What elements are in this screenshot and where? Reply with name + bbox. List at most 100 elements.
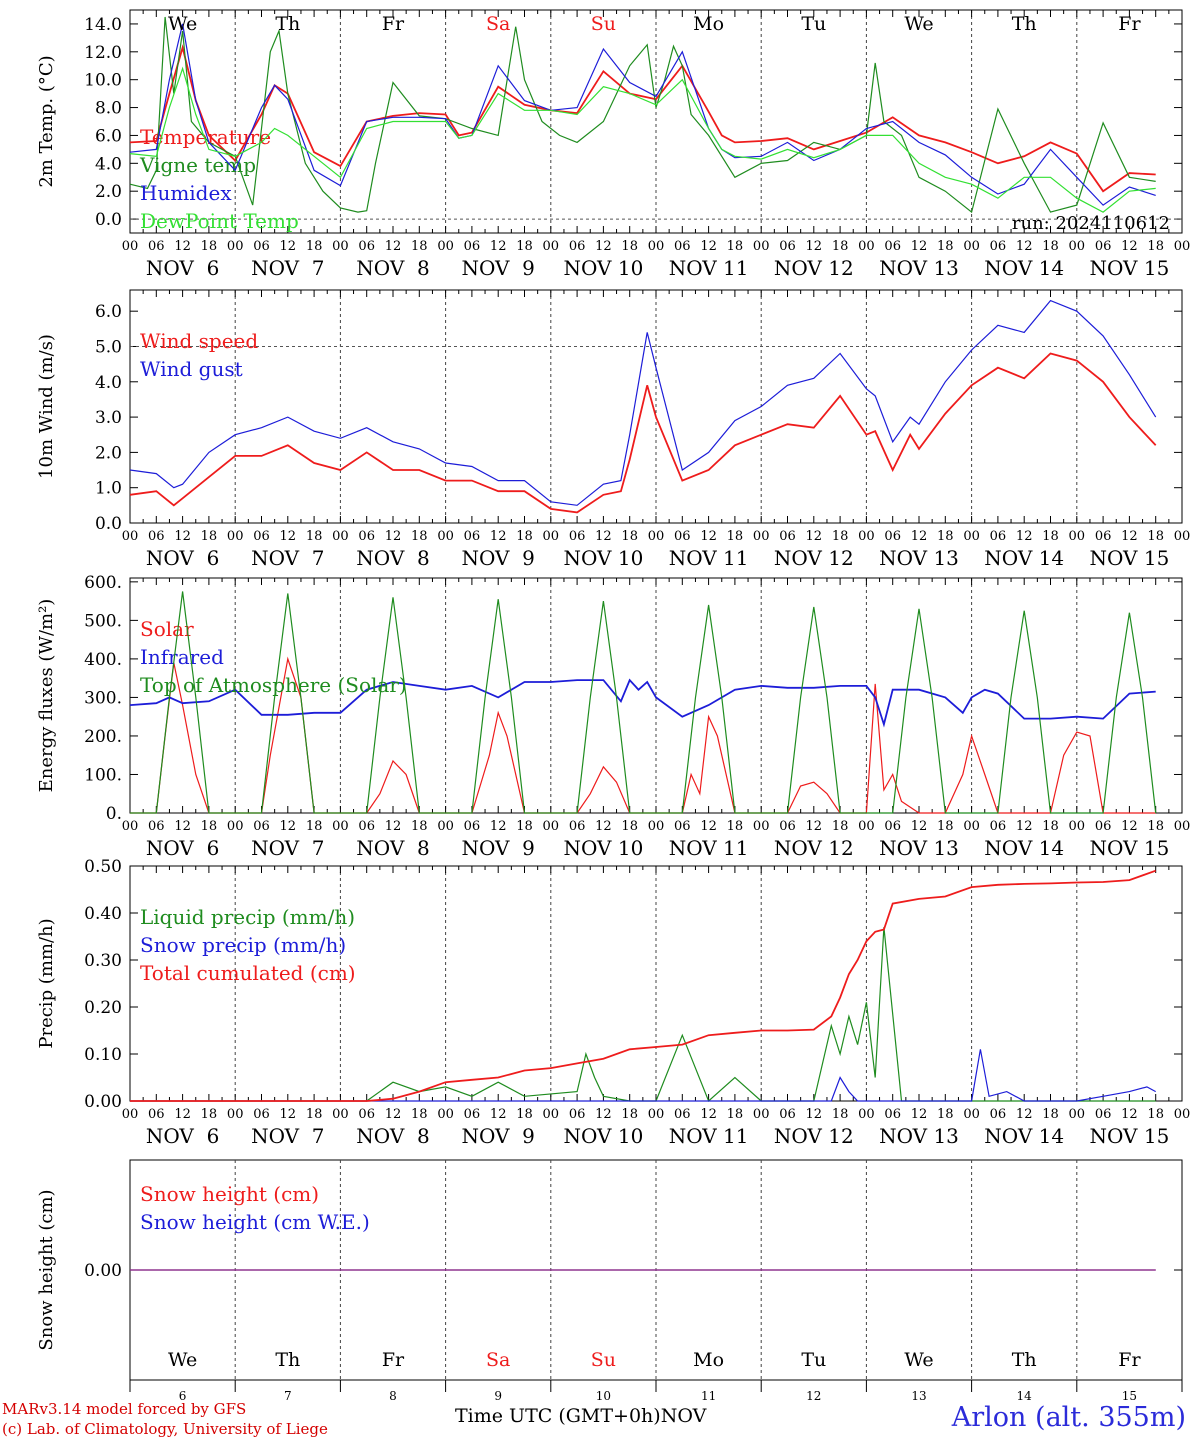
hour-tick-label: 00: [1069, 529, 1086, 544]
hour-tick-label: 18: [516, 529, 533, 544]
hour-tick-label: 00: [122, 239, 139, 254]
hour-tick-label: 12: [700, 819, 717, 834]
weekday-label: Sa: [486, 1349, 510, 1371]
hour-tick-label: 18: [306, 239, 323, 254]
hour-tick-label: 12: [174, 529, 191, 544]
hour-tick-label: 00: [1069, 819, 1086, 834]
model-credit-line2: (c) Lab. of Climatology, University of L…: [2, 1420, 328, 1438]
hour-tick-label: 18: [937, 529, 954, 544]
hour-tick-label: 00: [963, 529, 980, 544]
hour-tick-label: 06: [358, 1107, 375, 1122]
hour-tick-label: 18: [201, 239, 218, 254]
hour-tick-label: 00: [227, 529, 244, 544]
y-tick-label: 1.0: [95, 479, 122, 499]
date-label: NOV 15: [1090, 546, 1170, 570]
hour-tick-label: 12: [385, 819, 402, 834]
date-label: NOV 11: [669, 256, 749, 280]
date-label: NOV 11: [669, 546, 749, 570]
hour-tick-label: 12: [490, 239, 507, 254]
y-tick-label: 600.: [84, 573, 122, 593]
hour-tick-label: 12: [806, 1107, 823, 1122]
y-tick-label: 5.0: [95, 337, 122, 357]
weekday-label: Su: [591, 1349, 616, 1371]
date-label: NOV 13: [879, 1124, 959, 1148]
series-line-liquid-precip-mm-h-: [130, 927, 1156, 1103]
weekday-label: We: [168, 13, 197, 35]
weekday-label: Mo: [693, 1349, 724, 1371]
hour-tick-label: 12: [595, 529, 612, 544]
day-number-label: 14: [1017, 1389, 1033, 1403]
y-tick-label: 10.0: [84, 71, 122, 91]
weekday-label: Th: [275, 13, 300, 35]
hour-tick-label: 18: [306, 819, 323, 834]
weekday-label: Th: [275, 1349, 300, 1371]
hour-tick-label: 12: [385, 239, 402, 254]
legend-infrared: Infrared: [140, 645, 224, 669]
hour-tick-label: 18: [1147, 529, 1164, 544]
y-tick-label: 500.: [84, 611, 122, 631]
hour-tick-label: 18: [1042, 529, 1059, 544]
legend-dewpoint-temp: DewPoint Temp: [140, 209, 299, 233]
hour-tick-label: 18: [516, 1107, 533, 1122]
hour-tick-label: 18: [832, 239, 849, 254]
hour-tick-label: 12: [806, 239, 823, 254]
hour-tick-label: 12: [280, 239, 297, 254]
legend-snow-height-cm-: Snow height (cm): [140, 1182, 319, 1206]
y-tick-label: 4.0: [95, 154, 122, 174]
hour-tick-label: 18: [727, 529, 744, 544]
y-tick-label: 0.0: [95, 514, 122, 534]
hour-tick-label: 18: [516, 819, 533, 834]
hour-tick-label: 00: [332, 239, 349, 254]
hour-tick-label: 06: [884, 1107, 901, 1122]
hour-tick-label: 00: [1174, 819, 1191, 834]
hour-tick-label: 18: [621, 819, 638, 834]
xaxis-title-text: Time UTC (GMT+0h): [455, 1405, 661, 1427]
date-label: NOV 8: [356, 836, 429, 860]
day-number-label: 13: [911, 1389, 926, 1403]
weekday-label: We: [904, 13, 933, 35]
series-line-temperature: [129, 44, 1156, 193]
hour-tick-label: 12: [806, 529, 823, 544]
hour-tick-label: 12: [1016, 819, 1033, 834]
legend-wind-gust: Wind gust: [140, 357, 243, 381]
legend-humidex: Humidex: [140, 181, 232, 205]
hour-tick-label: 06: [884, 239, 901, 254]
legend-vigne-temp: Vigne temp: [139, 153, 256, 177]
y-tick-label: 8.0: [95, 99, 122, 119]
hour-tick-label: 12: [174, 239, 191, 254]
hour-tick-label: 12: [1016, 529, 1033, 544]
hour-tick-label: 12: [280, 529, 297, 544]
hour-tick-label: 12: [385, 529, 402, 544]
hour-tick-label: 12: [700, 239, 717, 254]
hour-tick-label: 06: [464, 529, 481, 544]
hour-tick-label: 06: [884, 529, 901, 544]
date-label: NOV 14: [984, 546, 1064, 570]
day-number-label: 12: [806, 1389, 821, 1403]
date-label: NOV 10: [564, 1124, 644, 1148]
hour-tick-label: 18: [1147, 239, 1164, 254]
hour-tick-label: 00: [332, 819, 349, 834]
y-axis-label: 2m Temp. (°C): [36, 55, 57, 187]
hour-tick-label: 06: [148, 1107, 165, 1122]
hour-tick-label: 12: [700, 1107, 717, 1122]
series-line-humidex: [129, 23, 1156, 206]
hour-tick-label: 06: [1095, 529, 1112, 544]
hour-tick-label: 06: [569, 1107, 586, 1122]
hour-tick-label: 00: [227, 819, 244, 834]
hour-tick-label: 00: [437, 819, 454, 834]
hour-tick-label: 06: [1095, 239, 1112, 254]
hour-tick-label: 18: [201, 819, 218, 834]
hour-tick-label: 06: [148, 819, 165, 834]
y-tick-label: 2.0: [95, 182, 122, 202]
hour-tick-label: 06: [674, 819, 691, 834]
station-label: Arlon (alt. 355m): [951, 1402, 1186, 1433]
legend-total-cumulated-cm-: Total cumulated (cm): [140, 961, 356, 985]
date-label: NOV 6: [146, 546, 219, 570]
y-tick-label: 3.0: [95, 408, 122, 428]
hour-tick-label: 06: [253, 1107, 270, 1122]
hour-tick-label: 18: [621, 529, 638, 544]
hour-tick-label: 12: [1121, 239, 1138, 254]
y-tick-label: 0.00: [84, 1092, 122, 1112]
hour-tick-label: 18: [832, 1107, 849, 1122]
hour-tick-label: 18: [1042, 239, 1059, 254]
